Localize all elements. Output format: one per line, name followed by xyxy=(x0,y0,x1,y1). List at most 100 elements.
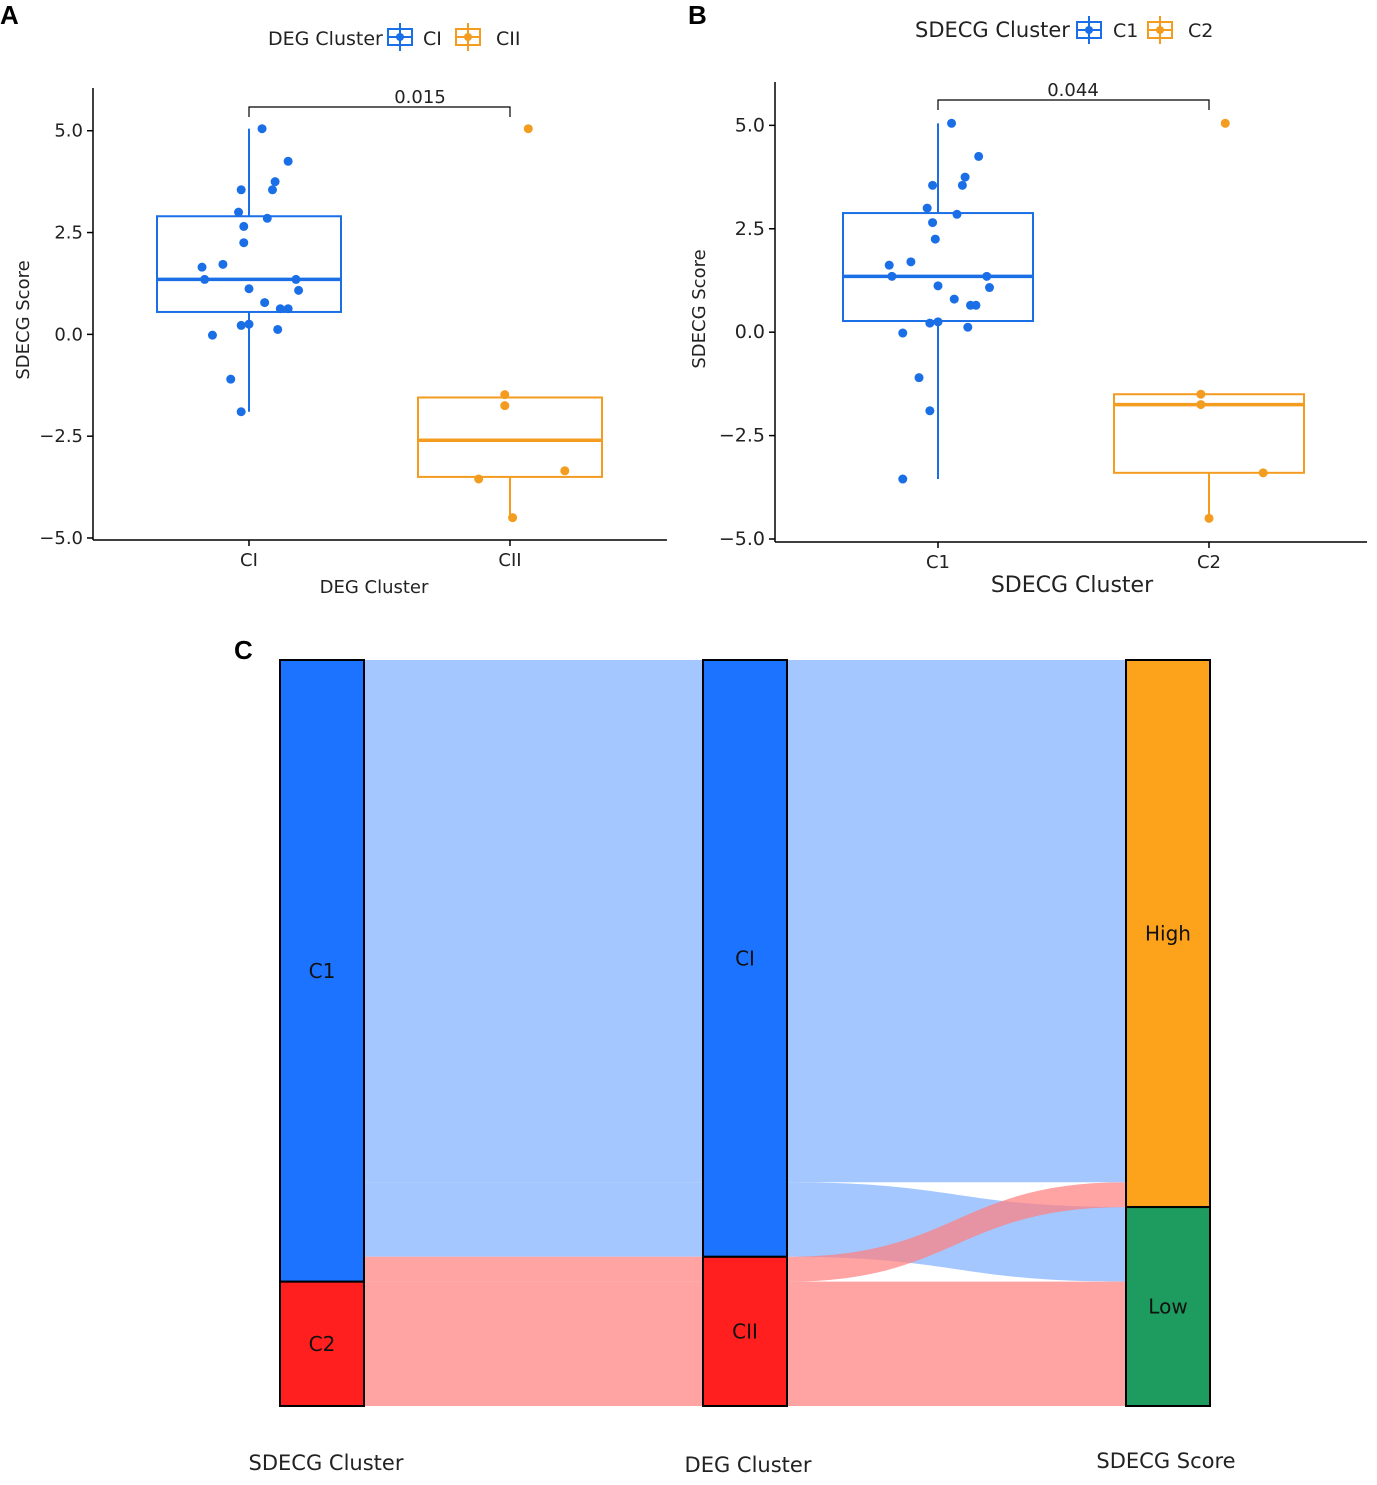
data-point xyxy=(244,319,254,329)
sankey-node-bar xyxy=(702,659,788,1258)
sankey-node-label: CII xyxy=(732,1319,758,1343)
data-point xyxy=(914,373,924,383)
y-tick-label: 0.0 xyxy=(54,324,83,345)
panel-c: C C1 C2 CI CII High Low SDECG Cluster DEG Clu… xyxy=(234,635,1236,1477)
sankey-node-bar xyxy=(279,659,365,1283)
data-point xyxy=(500,390,510,400)
data-point xyxy=(930,234,940,244)
x-tick-label: CI xyxy=(240,550,258,571)
data-point xyxy=(947,118,957,128)
y-tick-label: −2.5 xyxy=(719,425,765,447)
sankey-node-bar xyxy=(279,1280,365,1407)
significance-bracket xyxy=(937,99,1210,110)
sankey-node-label: C1 xyxy=(309,959,336,983)
data-point xyxy=(236,320,246,330)
data-point xyxy=(207,330,217,340)
data-point xyxy=(971,300,981,310)
panel-a-label: A xyxy=(0,0,19,30)
sankey-node-label: CI xyxy=(735,946,755,970)
box-cii xyxy=(417,396,603,518)
legend-b-label-c1: C1 xyxy=(1113,20,1138,42)
sankey-node-low: Low xyxy=(1125,1206,1211,1407)
pvalue-a: 0.015 xyxy=(394,87,446,108)
data-point xyxy=(283,156,293,166)
data-point xyxy=(267,185,277,195)
sankey-flow-ribbon xyxy=(364,660,703,1183)
sankey-node-label: High xyxy=(1145,922,1191,946)
legend-a-label-cii: CII xyxy=(496,28,520,50)
sankey-node-ci: CI xyxy=(702,659,788,1258)
data-point xyxy=(262,213,272,223)
data-point xyxy=(239,238,249,248)
data-point xyxy=(226,374,236,384)
legend-b-key-c1: C1 xyxy=(1076,16,1138,44)
y-tick-label: −5.0 xyxy=(719,528,765,550)
data-point xyxy=(982,271,992,281)
sankey-node-c2: C2 xyxy=(279,1280,365,1407)
box-ci xyxy=(156,128,342,412)
y-tick-label: 5.0 xyxy=(54,121,83,142)
sankey-node-high: High xyxy=(1125,659,1211,1209)
data-point xyxy=(218,259,228,269)
data-point xyxy=(1204,513,1214,523)
y-tick-label: 0.0 xyxy=(735,321,765,343)
panel-a: A DEG Cluster CI CII SDECG Score DEG Clu… xyxy=(0,0,667,598)
data-point xyxy=(949,294,959,304)
box-c2 xyxy=(1113,393,1305,519)
legend-a: DEG Cluster CI CII xyxy=(268,23,520,51)
data-point xyxy=(294,285,304,295)
data-point xyxy=(925,318,935,328)
data-point xyxy=(925,406,935,416)
data-point xyxy=(500,401,510,411)
data-point xyxy=(234,207,244,217)
sankey-flow-ribbon xyxy=(787,1182,1126,1282)
iqr-box xyxy=(1113,393,1305,474)
y-tick-label: −2.5 xyxy=(39,426,83,447)
y-tick-label: 2.5 xyxy=(54,223,83,244)
data-point xyxy=(922,203,932,213)
iqr-box xyxy=(842,212,1034,323)
sankey-flow-ribbon xyxy=(364,1281,703,1406)
data-point xyxy=(260,298,270,308)
box-c1 xyxy=(842,123,1034,480)
legend-b-key-c2-dot xyxy=(1156,26,1164,34)
data-point xyxy=(898,328,908,338)
data-point xyxy=(275,304,285,314)
data-point xyxy=(898,474,908,484)
data-point xyxy=(960,172,970,182)
data-point xyxy=(236,407,246,417)
data-point xyxy=(928,218,938,228)
x-axis-title-a: DEG Cluster xyxy=(320,577,429,598)
data-point xyxy=(270,177,280,187)
data-point xyxy=(560,466,570,476)
data-point xyxy=(257,124,267,134)
data-point xyxy=(933,317,943,327)
x-tick-label: C1 xyxy=(926,552,950,573)
legend-b: SDECG Cluster C1 C2 xyxy=(915,16,1213,44)
y-axis-title-b: SDECG Score xyxy=(689,249,710,368)
y-axis-title-a: SDECG Score xyxy=(13,260,34,379)
data-point xyxy=(984,283,994,293)
panel-b: B SDECG Cluster C1 C2 SDECG Score SDECG … xyxy=(688,0,1367,598)
y-tick-label: −5.0 xyxy=(39,528,83,549)
panel-c-label: C xyxy=(234,635,253,665)
iqr-box xyxy=(417,396,603,478)
data-point xyxy=(291,274,301,284)
legend-a-key-ci-dot xyxy=(396,33,404,41)
data-point xyxy=(244,284,254,294)
data-point xyxy=(928,180,938,190)
data-point xyxy=(957,180,967,190)
data-point xyxy=(200,274,210,284)
data-point xyxy=(933,281,943,291)
legend-b-key-c1-dot xyxy=(1085,26,1093,34)
sankey-flow-ribbon xyxy=(364,1256,703,1282)
sankey-node-bar xyxy=(702,1255,788,1408)
sankey-axis-label-deg-cluster: DEG Cluster xyxy=(685,1453,812,1477)
data-point xyxy=(952,209,962,219)
data-point xyxy=(1196,400,1206,410)
data-point xyxy=(273,324,283,334)
legend-a-key-cii: CII xyxy=(455,23,520,51)
iqr-box xyxy=(156,215,342,313)
data-point xyxy=(239,221,249,231)
significance-bracket xyxy=(248,106,511,117)
